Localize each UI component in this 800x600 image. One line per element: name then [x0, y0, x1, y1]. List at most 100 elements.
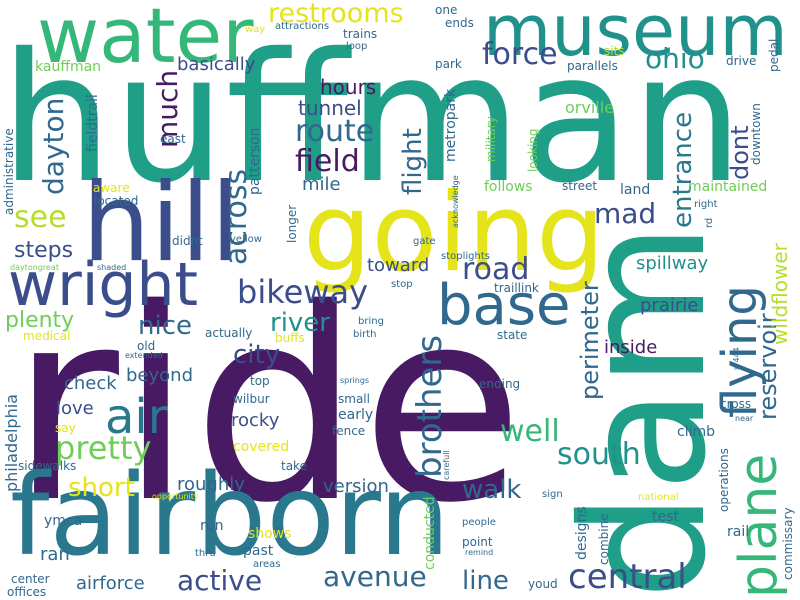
word-near: near	[735, 414, 754, 423]
word-extended: extended	[125, 351, 163, 360]
word-road: road	[462, 252, 530, 287]
word-opportunity: opportunity	[152, 492, 199, 501]
word-acknowledge: acknowledge	[451, 175, 460, 228]
word-check: check	[64, 373, 117, 394]
word-prairie: prairie	[640, 295, 699, 316]
word-thru: thru	[195, 548, 216, 559]
word-cross: cross	[720, 397, 752, 411]
word-didnt: didnt	[172, 234, 203, 248]
word-love: love	[56, 398, 94, 419]
word-central: central	[568, 557, 687, 597]
word-fieldtrail: fieldtrail	[85, 94, 101, 152]
word-steps: steps	[14, 238, 74, 263]
word-rd: rd	[704, 217, 715, 228]
word-huffman: huffman	[0, 15, 744, 222]
word-wilbur: wilbur	[233, 392, 270, 406]
word-mad: mad	[594, 197, 657, 230]
word-loop: loop	[346, 41, 368, 52]
word-kauffman: kauffman	[35, 59, 102, 75]
word-daytongreat: daytongreat	[10, 263, 59, 272]
word-going: going	[303, 171, 605, 296]
word-small: small	[338, 392, 370, 406]
word-metropark: metropark	[443, 88, 459, 162]
word-mile: mile	[302, 174, 341, 195]
word-combine: combine	[597, 513, 611, 565]
word-early: early	[338, 407, 374, 423]
word-conducted: conducted	[422, 496, 438, 570]
word-run: run	[200, 518, 224, 534]
word-way: way	[245, 24, 266, 35]
word-one: one	[435, 3, 458, 17]
word-see: see	[14, 200, 67, 235]
word-line: line	[462, 566, 509, 596]
word-bikeway: bikeway	[237, 273, 368, 311]
word-shaded: shaded	[97, 263, 127, 272]
word-city: city	[233, 340, 281, 370]
word-route: route	[295, 114, 375, 149]
word-spillway: spillway	[636, 253, 709, 274]
word-national: national	[638, 492, 679, 503]
word-entrance: entrance	[668, 111, 698, 228]
word-covered: covered	[233, 439, 290, 455]
word-commissary: commissary	[781, 507, 795, 580]
word-past: past	[243, 543, 274, 559]
word-base: base	[437, 273, 571, 338]
word-philadelphia: philadelphia	[2, 394, 21, 492]
word-designs: designs	[574, 506, 590, 560]
word-hours: hours	[320, 75, 377, 99]
word-remind: remind	[465, 548, 494, 557]
word-inside: inside	[604, 337, 658, 358]
word-fairborn: fairborn	[10, 451, 450, 581]
word-military: military	[484, 116, 498, 162]
word-state: state	[497, 328, 528, 342]
word-center: center	[11, 572, 50, 586]
word-point: point	[462, 535, 493, 549]
word-basically: basically	[177, 54, 256, 75]
word-springs: springs	[340, 376, 370, 385]
word-roughly: roughly	[177, 474, 245, 495]
word-old: old	[137, 339, 156, 353]
word-offices: offices	[7, 585, 47, 599]
word-beyond: beyond	[126, 365, 193, 386]
word-river: river	[270, 308, 330, 338]
word-stoplights: stoplights	[441, 251, 490, 262]
word-sign: sign	[542, 489, 563, 500]
word-wildflower: wildflower	[768, 243, 792, 345]
word-fence: fence	[332, 424, 366, 438]
word-birth: birth	[353, 329, 377, 340]
word-short: short	[68, 473, 135, 503]
word-ends: ends	[445, 16, 474, 30]
word-stop: stop	[391, 279, 413, 290]
word-top: top	[250, 374, 270, 388]
word-follows: follows	[484, 179, 533, 195]
word-located: located	[94, 194, 139, 208]
word-patterson: patterson	[247, 127, 263, 195]
word-field: field	[295, 144, 360, 179]
word-wright: wright	[8, 250, 199, 320]
word-ending: ending	[479, 377, 521, 391]
word-perimeter: perimeter	[576, 281, 604, 400]
word-force: force	[482, 37, 558, 72]
word-right: right	[694, 199, 718, 210]
word-tunnel: tunnel	[298, 96, 362, 120]
word-shows: shows	[248, 526, 292, 542]
word-maintained: maintained	[688, 179, 768, 195]
word-operations: operations	[717, 448, 731, 512]
word-actually: actually	[205, 326, 253, 340]
word-ran: ran	[40, 544, 70, 565]
word-land: land	[620, 182, 651, 198]
word-longer: longer	[285, 204, 299, 243]
word-south: south	[557, 437, 641, 472]
word-looking: looking	[526, 128, 540, 172]
word-buffs: buffs	[275, 331, 305, 345]
word-plenty: plenty	[5, 308, 75, 333]
word-sr444: sr444	[732, 347, 741, 370]
word-medical: medical	[23, 329, 71, 343]
word-sidewalks: sidewalks	[18, 459, 77, 473]
word-ohio: ohio	[645, 42, 705, 75]
word-rocky: rocky	[231, 410, 280, 431]
word-test: test	[652, 509, 679, 525]
word-east: east	[160, 132, 186, 146]
word-yellow: yellow	[230, 234, 262, 245]
word-people: people	[462, 517, 496, 528]
